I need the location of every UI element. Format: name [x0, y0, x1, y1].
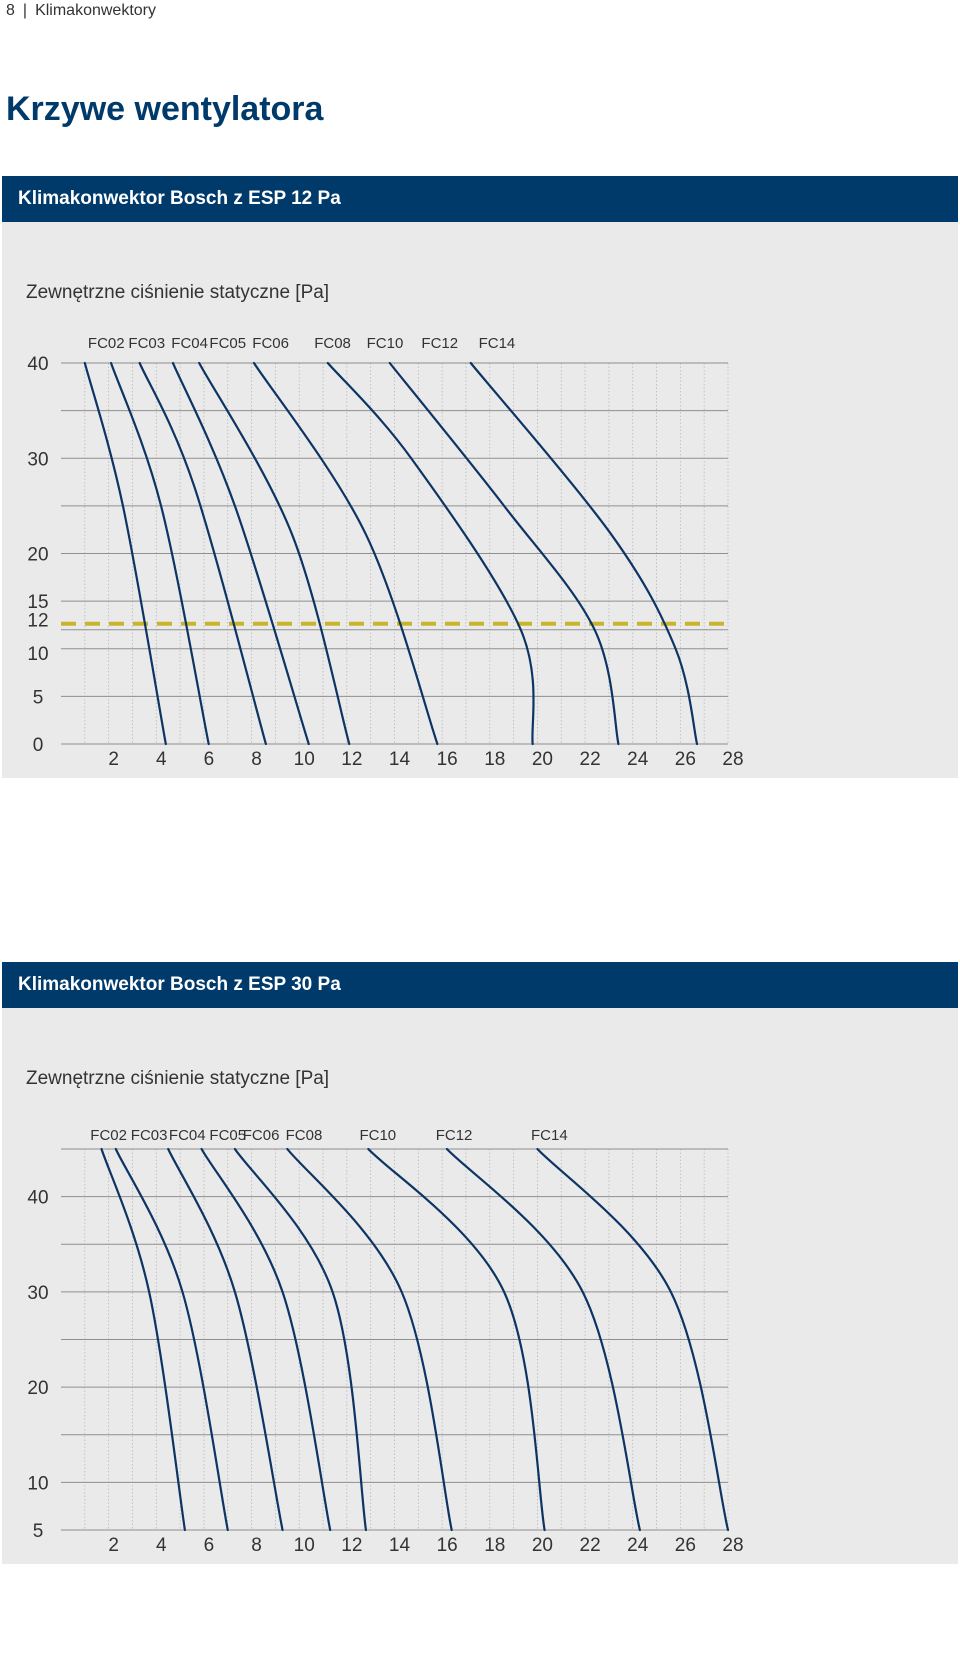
series-label-fc14: FC14	[479, 335, 516, 352]
y-tick-label: 0	[33, 735, 44, 756]
x-tick-label: 14	[389, 749, 411, 770]
series-label-fc08: FC08	[314, 335, 351, 352]
series-label-fc05: FC05	[209, 335, 246, 352]
series-curve-fc14	[536, 1147, 730, 1532]
x-tick-label: 12	[341, 1535, 362, 1556]
x-tick-label: 28	[722, 1535, 743, 1556]
fan-curve-chart-esp12: FC02 FC03 FC04 FC05 FC06 FC08 FC10 FC12 FC14 0 5 10…	[26, 282, 744, 770]
x-tick-label: 8	[251, 749, 262, 770]
series-curve-fc06	[198, 361, 351, 746]
series-curve-fc08	[252, 361, 439, 746]
page-title: Krzywe wentylatora	[6, 90, 324, 128]
chart-panel-esp30: Klimakonwektor Bosch z ESP 30 Pa FC02 FC0…	[2, 962, 958, 1564]
series-label-fc03: FC03	[131, 1127, 168, 1144]
series-curve-fc03	[114, 1147, 229, 1532]
x-tick-label: 24	[627, 749, 649, 770]
y-tick-label: 10	[27, 644, 48, 665]
y-tick-label: 5	[33, 687, 44, 708]
series-curve-fc05	[200, 1147, 332, 1532]
x-tick-label: 10	[294, 1535, 315, 1556]
series-curve-fc04	[138, 361, 267, 746]
x-tick-label: 20	[532, 749, 553, 770]
page-number: 8	[6, 2, 15, 19]
series-label-fc04: FC04	[169, 1127, 206, 1144]
y-tick-label: 40	[27, 1188, 48, 1209]
x-tick-label: 10	[294, 749, 315, 770]
y-tick-label: 30	[27, 1283, 48, 1304]
chart-title: Klimakonwektor Bosch z ESP 30 Pa	[2, 962, 958, 1008]
x-tick-label: 24	[627, 1535, 649, 1556]
series-label-fc14: FC14	[531, 1127, 568, 1144]
series-label-fc02: FC02	[88, 335, 125, 352]
y-tick-label: 15	[27, 592, 48, 613]
y-tick-label: 30	[27, 449, 48, 470]
x-tick-label: 2	[108, 1535, 119, 1556]
chart-panel-esp12: Klimakonwektor Bosch z ESP 12 Pa FC02 FC0…	[2, 176, 958, 778]
x-tick-label: 8	[251, 1535, 262, 1556]
y-tick-label: 5	[33, 1521, 44, 1542]
series-curve-fc10	[367, 1147, 546, 1532]
chart-title: Klimakonwektor Bosch z ESP 12 Pa	[2, 176, 958, 222]
x-tick-label: 12	[341, 749, 362, 770]
series-label-fc10: FC10	[367, 335, 404, 352]
series-curve-fc10	[326, 361, 535, 746]
series-label-fc10: FC10	[359, 1127, 396, 1144]
series-label-fc12: FC12	[421, 335, 458, 352]
series-curve-fc03	[109, 361, 210, 746]
series-label-fc06: FC06	[243, 1127, 280, 1144]
series-label-fc12: FC12	[436, 1127, 473, 1144]
series-curve-fc02	[83, 361, 167, 746]
series-label-fc02: FC02	[90, 1127, 127, 1144]
x-tick-label: 20	[532, 1535, 553, 1556]
series-curve-fc14	[469, 361, 699, 746]
series-curve-fc12	[388, 361, 620, 746]
x-tick-label: 28	[722, 749, 743, 770]
series-curve-fc12	[445, 1147, 641, 1532]
series-label-fc04: FC04	[171, 335, 208, 352]
series-label-fc05: FC05	[209, 1127, 246, 1144]
x-tick-label: 16	[437, 749, 458, 770]
y-tick-label: 20	[27, 545, 48, 566]
x-tick-label: 18	[484, 749, 505, 770]
x-tick-label: 6	[204, 749, 215, 770]
x-tick-label: 16	[437, 1535, 458, 1556]
series-curve-fc02	[100, 1147, 186, 1532]
x-tick-label: 14	[389, 1535, 411, 1556]
x-tick-label: 4	[156, 749, 167, 770]
x-tick-label: 26	[675, 1535, 696, 1556]
x-tick-label: 22	[580, 1535, 601, 1556]
x-tick-label: 18	[484, 1535, 505, 1556]
series-label-fc08: FC08	[286, 1127, 323, 1144]
y-tick-label: 20	[27, 1378, 48, 1399]
y-axis-label: Zewnętrzne ciśnienie statyczne [Pa]	[26, 1068, 329, 1089]
series-label-fc03: FC03	[128, 335, 165, 352]
x-tick-label: 26	[675, 749, 696, 770]
series-curve-fc05	[171, 361, 310, 746]
series-curve-fc08	[286, 1147, 453, 1532]
page-section: Klimakonwektory	[35, 2, 156, 19]
series-curve-fc04	[167, 1147, 284, 1532]
y-axis-label: Zewnętrzne ciśnienie statyczne [Pa]	[26, 282, 329, 303]
series-label-fc06: FC06	[252, 335, 289, 352]
x-tick-label: 4	[156, 1535, 167, 1556]
x-tick-label: 2	[108, 749, 119, 770]
series-curve-fc06	[233, 1147, 368, 1532]
x-tick-label: 22	[580, 749, 601, 770]
y-tick-label: 40	[27, 354, 48, 375]
header-separator: |	[22, 2, 28, 19]
y-tick-label: 12	[27, 611, 48, 632]
x-tick-label: 6	[204, 1535, 215, 1556]
y-tick-label: 10	[27, 1473, 48, 1494]
page-header: 8 | Klimakonwektory	[6, 2, 156, 20]
